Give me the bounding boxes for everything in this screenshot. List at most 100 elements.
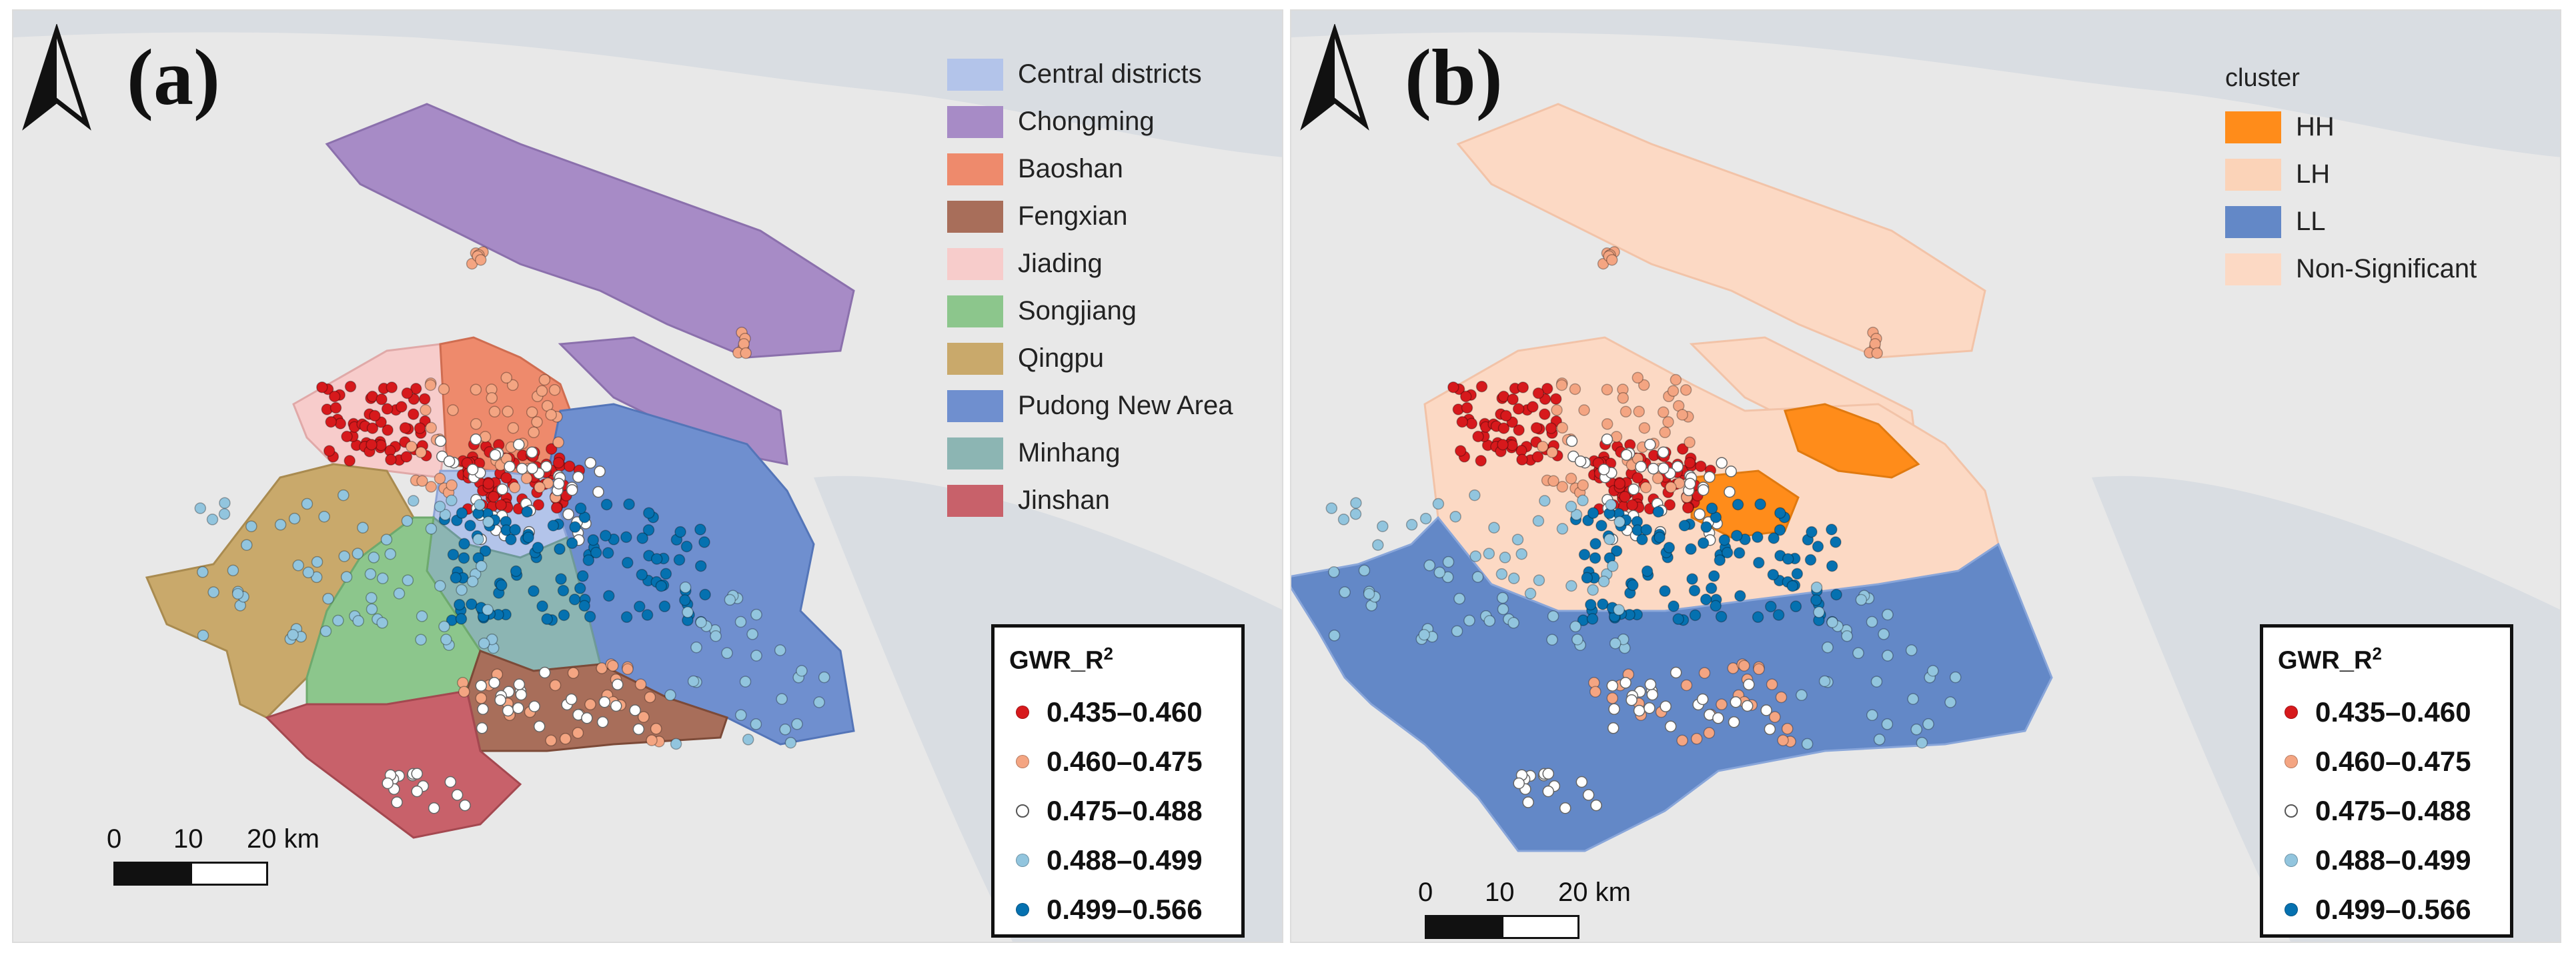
gwr-point [1483, 615, 1495, 627]
gwr-point [1372, 539, 1384, 551]
gwr-point [622, 663, 634, 676]
gwr-point [475, 692, 488, 704]
gwr-point [1497, 592, 1509, 604]
legend-label: LL [2296, 207, 2326, 236]
gwr-legend-item: 0.435–0.460 [2278, 688, 2495, 737]
cluster-legend: cluster HH LH LL Non-Significant [2225, 64, 2545, 293]
legend-label: Central districts [1018, 59, 1202, 89]
gwr-point [316, 381, 328, 393]
gwr-point [516, 462, 528, 475]
gwr-point [568, 594, 581, 606]
gwr-point [679, 581, 692, 594]
gwr-point [522, 532, 534, 544]
cluster-ns-chongming [1456, 103, 1986, 359]
gwr-point [406, 440, 418, 453]
gwr-point [1586, 613, 1599, 625]
gwr-point [340, 571, 353, 583]
gwr-point [1652, 506, 1664, 518]
gwr-point [1804, 554, 1817, 566]
gwr-point [1589, 686, 1601, 698]
gwr-point [1767, 568, 1780, 581]
gwr-legend-label: 0.488–0.499 [1047, 844, 1203, 876]
gwr-point [1676, 443, 1689, 455]
gwr-point [425, 421, 438, 434]
gwr-point [1497, 422, 1510, 434]
gwr-point [1613, 604, 1625, 616]
gwr-legend-item: 0.475–0.488 [2278, 786, 2495, 836]
gwr-point [231, 588, 244, 600]
gwr-point [1871, 347, 1883, 359]
legend-item: Central districts [947, 51, 1267, 98]
legend-swatch [2225, 253, 2281, 285]
gwr-legend-dot [1016, 902, 1029, 916]
cluster-hh-north [1784, 403, 1920, 479]
gwr-point [674, 526, 686, 538]
gwr-point [1658, 462, 1670, 475]
gwr-point [1610, 545, 1623, 557]
gwr-point [458, 552, 470, 564]
gwr-legend-label: 0.488–0.499 [2315, 844, 2471, 876]
gwr-point [1866, 616, 1878, 628]
gwr-point [1513, 424, 1525, 436]
gwr-point [1782, 553, 1794, 565]
gwr-point [634, 678, 647, 691]
gwr-point [1606, 692, 1619, 704]
gwr-point [564, 460, 576, 472]
gwr-point [603, 590, 615, 602]
gwr-point [1549, 393, 1562, 405]
gwr-legend-label: 0.435–0.460 [1047, 696, 1203, 728]
gwr-legend-label: 0.460–0.475 [1047, 745, 1203, 777]
legend-item: Baoshan [947, 145, 1267, 193]
gwr-point [466, 598, 478, 610]
gwr-point [1878, 628, 1890, 640]
legend-label: Fengxian [1018, 201, 1128, 231]
gwr-point [548, 383, 561, 396]
gwr-point [466, 463, 479, 475]
gwr-point [784, 736, 797, 749]
gwr-point [1542, 785, 1554, 798]
gwr-point [482, 477, 495, 490]
gwr-point [1469, 489, 1481, 502]
gwr-point [1728, 716, 1740, 728]
gwr-point [500, 471, 512, 484]
gwr-legend-item: 0.488–0.499 [2278, 836, 2495, 885]
gwr-point [1537, 440, 1549, 453]
gwr-point [446, 494, 458, 507]
gwr-point [1753, 663, 1765, 676]
gwr-point [1765, 600, 1777, 613]
gwr-point [1405, 519, 1418, 531]
gwr-point [1601, 383, 1614, 395]
gwr-point [1706, 502, 1718, 515]
gwr-point [1753, 557, 1765, 569]
gwr-point [1533, 574, 1545, 586]
gwr-point [1640, 482, 1652, 494]
gwr-point [650, 553, 663, 565]
gwr-point [1565, 435, 1578, 447]
gwr-point [376, 572, 389, 584]
gwr-point [322, 592, 334, 605]
gwr-legend-label: 0.435–0.460 [2315, 696, 2471, 728]
gwr-point [536, 385, 548, 397]
gwr-point [1660, 700, 1672, 712]
gwr-point [664, 689, 676, 702]
gwr-point [528, 700, 540, 712]
gwr-point [502, 405, 514, 417]
gwr-point [1597, 463, 1610, 475]
gwr-point [610, 700, 622, 712]
gwr-point [1670, 373, 1682, 386]
gwr-point [750, 718, 762, 730]
gwr-point [384, 548, 396, 560]
gwr-point [470, 383, 482, 395]
legend-swatch [2225, 205, 2281, 238]
gwr-point [1442, 556, 1455, 568]
gwr-point [1587, 507, 1599, 520]
gwr-point [1601, 433, 1614, 445]
gwr-point [1358, 564, 1371, 577]
gwr-point [1810, 594, 1822, 606]
gwr-point [206, 514, 219, 526]
gwr-point [581, 712, 593, 724]
gwr-point [1469, 550, 1481, 562]
gwr-point [724, 594, 736, 606]
gwr-point [352, 548, 364, 560]
gwr-point [1423, 560, 1435, 572]
